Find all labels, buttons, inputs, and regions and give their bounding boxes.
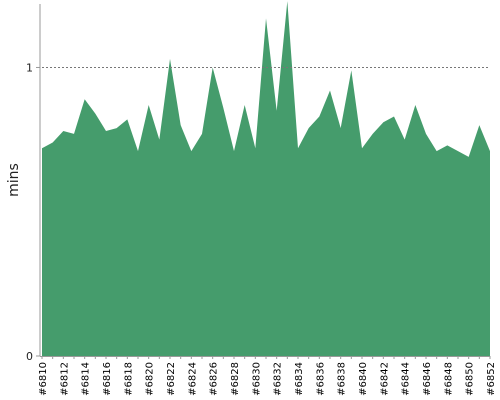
y-axis-title: mins [6,163,22,197]
x-tick-label: #6816 [102,362,113,396]
x-tick-label: #6822 [166,362,177,396]
x-tick-label: #6810 [38,362,49,396]
x-tick-label: #6814 [81,362,92,396]
x-tick-label: #6832 [273,362,284,396]
x-tick-label: #6820 [145,362,156,396]
x-tick-label: #6836 [315,362,326,396]
y-axis: 01 [26,4,41,363]
x-tick-label: #6838 [337,362,348,396]
x-tick-label: #6828 [230,362,241,396]
x-axis: #6810 #6812 #6814 #6816 #6818 #6820 #6822 #6824… [38,356,497,396]
x-tick-label: #6848 [443,362,454,396]
x-tick-label: #6842 [379,362,390,396]
plot-area [42,1,490,357]
x-tick-label: #6824 [187,362,198,396]
y-tick-label: 0 [26,350,33,363]
x-tick-label: #6852 [486,362,497,396]
x-tick-label: #6834 [294,362,305,396]
x-tick-label: #6850 [465,362,476,396]
x-tick-label: #6844 [401,362,412,396]
x-tick-label: #6830 [251,362,262,396]
x-tick-label: #6840 [358,362,369,396]
series-area [42,1,490,357]
x-tick-label: #6818 [123,362,134,396]
y-tick-label: 1 [26,61,33,74]
x-tick-label: #6846 [422,362,433,396]
x-tick-label: #6826 [209,362,220,396]
x-tick-label: #6812 [59,362,70,396]
